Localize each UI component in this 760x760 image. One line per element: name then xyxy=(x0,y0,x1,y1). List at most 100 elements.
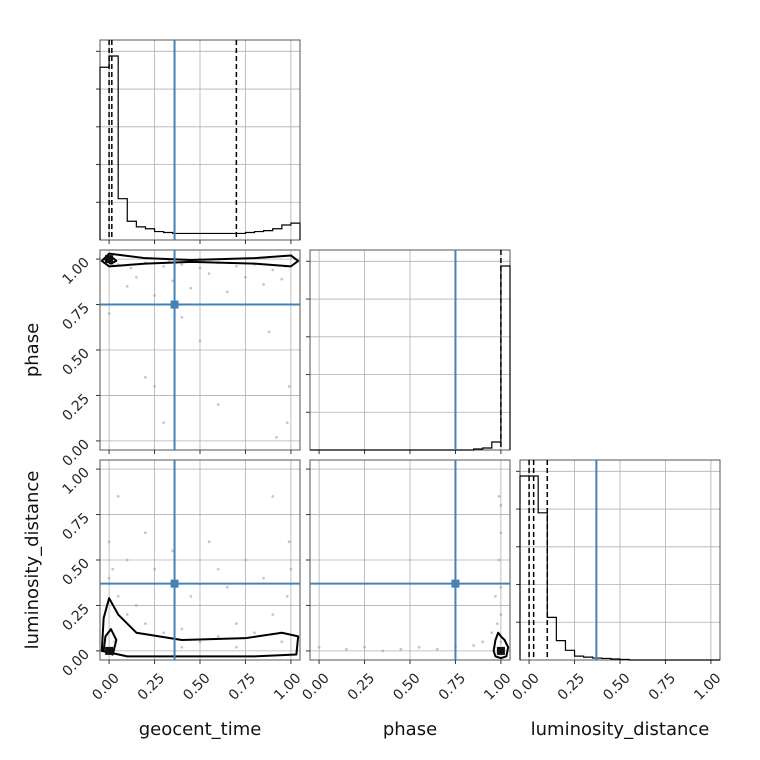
y-tick-label: 0.50 xyxy=(59,346,92,379)
scatter-point xyxy=(125,558,129,562)
scatter-point xyxy=(129,266,133,270)
scatter-point xyxy=(207,272,211,276)
scatter-point xyxy=(499,640,503,644)
x-tick-label: 0.00 xyxy=(299,670,332,703)
x-tick-label: 1.00 xyxy=(271,670,304,703)
scatter-point xyxy=(234,645,238,649)
x-tick-label: 0.25 xyxy=(555,670,588,703)
scatter-point xyxy=(271,613,275,616)
pair-panel-luminosity_distance_vs_geocent_time: 0.00 0.25 0.50 0.75 1.00 0.00 0.25 0.50 0.75 1.00 xyxy=(59,459,305,704)
scatter-point xyxy=(435,647,439,651)
scatter-point xyxy=(125,284,129,288)
scatter-point xyxy=(198,640,202,644)
scatter-point xyxy=(153,294,156,297)
scatter-point xyxy=(262,576,266,580)
y-axis-label-luminosity_distance: luminosity_distance xyxy=(22,471,43,650)
contour-line xyxy=(492,631,510,660)
scatter-point xyxy=(144,531,147,535)
hist-panel-geocent_time xyxy=(96,39,301,244)
scatter-point xyxy=(153,384,156,388)
scatter-point xyxy=(499,504,503,507)
scatter-point xyxy=(495,622,499,626)
x-tick-label: 0.50 xyxy=(180,670,213,703)
scatter-point xyxy=(144,622,147,626)
scatter-point xyxy=(107,576,111,580)
scatter-point xyxy=(472,644,476,647)
pair-content xyxy=(100,494,300,658)
scatter-point xyxy=(399,647,403,651)
density-peak xyxy=(105,255,114,264)
scatter-point xyxy=(499,585,503,589)
scatter-point xyxy=(285,421,289,425)
scatter-point xyxy=(244,275,247,279)
histogram-geocent_time xyxy=(99,55,301,240)
y-tick-label: 0.75 xyxy=(59,510,92,543)
scatter-point xyxy=(216,567,220,571)
density-peak xyxy=(496,646,505,655)
scatter-point xyxy=(134,275,138,279)
scatter-point xyxy=(125,613,129,616)
scatter-point xyxy=(225,290,229,294)
scatter-point xyxy=(144,375,147,379)
x-tick-label: 0.25 xyxy=(345,670,378,703)
scatter-point xyxy=(499,531,503,535)
x-axis-label-luminosity_distance: luminosity_distance xyxy=(531,719,710,740)
y-tick-label: 0.75 xyxy=(59,300,92,333)
contour-line xyxy=(100,597,300,658)
scatter-point xyxy=(271,268,275,272)
scatter-point xyxy=(107,312,111,316)
scatter-point xyxy=(287,540,291,544)
scatter-point xyxy=(267,330,271,334)
scatter-point xyxy=(216,634,220,638)
scatter-point xyxy=(244,558,247,562)
x-tick-label: 0.50 xyxy=(600,670,633,703)
contour-line xyxy=(100,252,300,268)
density-peak xyxy=(105,646,114,655)
scatter-point xyxy=(262,283,266,286)
y-tick-label: 0.00 xyxy=(59,436,92,469)
pair-content xyxy=(100,252,300,439)
scatter-point xyxy=(417,645,421,649)
scatter-point xyxy=(481,640,485,644)
scatter-point xyxy=(171,279,175,283)
scatter-point xyxy=(180,315,184,319)
scatter-point xyxy=(180,645,184,649)
scatter-point xyxy=(180,263,184,266)
scatter-point xyxy=(234,622,238,626)
x-axis-label-geocent_time: geocent_time xyxy=(139,719,262,740)
x-tick-label: 0.50 xyxy=(390,670,423,703)
scatter-point xyxy=(285,594,289,598)
scatter-point xyxy=(497,558,501,562)
scatter-point xyxy=(497,494,501,498)
scatter-point xyxy=(317,645,321,649)
scatter-point xyxy=(207,540,211,544)
x-tick-label: 0.75 xyxy=(436,670,469,703)
scatter-point xyxy=(225,585,229,589)
x-tick-label: 0.00 xyxy=(509,670,542,703)
truth-marker xyxy=(170,579,179,588)
scatter-point xyxy=(189,594,193,598)
scatter-point xyxy=(198,339,202,343)
y-tick-label: 0.25 xyxy=(59,601,92,634)
scatter-point xyxy=(499,613,503,616)
scatter-point xyxy=(216,403,220,406)
truth-marker xyxy=(170,300,179,309)
scatter-point xyxy=(344,647,348,651)
x-tick-label: 0.75 xyxy=(226,670,259,703)
scatter-point xyxy=(234,264,238,268)
hist-panel-luminosity_distance: 0.00 0.25 0.50 0.75 1.00 xyxy=(509,459,725,704)
x-tick-label: 0.75 xyxy=(646,670,679,703)
scatter-point xyxy=(180,627,184,631)
pair-panel-phase_vs_geocent_time: 0.00 0.25 0.50 0.75 1.00 xyxy=(59,249,301,470)
scatter-point xyxy=(381,649,385,653)
x-axis-label-phase: phase xyxy=(383,719,437,740)
truth-marker xyxy=(451,579,460,588)
scatter-point xyxy=(189,286,193,290)
scatter-point xyxy=(162,421,166,425)
y-tick-label: 0.25 xyxy=(59,391,92,424)
scatter-point xyxy=(111,567,115,571)
histogram-phase xyxy=(310,265,511,451)
x-tick-label: 1.00 xyxy=(691,670,724,703)
scatter-point xyxy=(490,631,494,635)
